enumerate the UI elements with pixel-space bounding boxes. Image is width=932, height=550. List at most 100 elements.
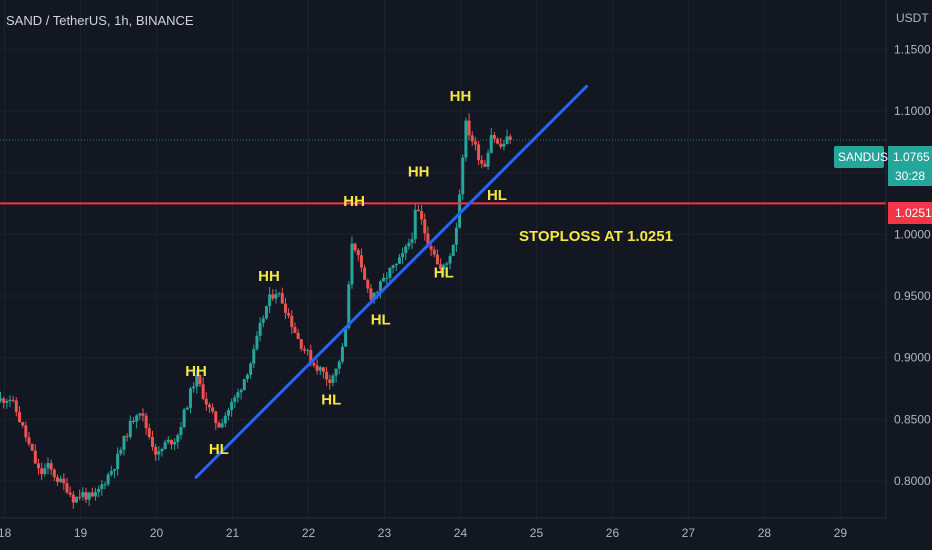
candle-body (195, 374, 199, 387)
candle-body (90, 492, 94, 497)
candle-body (249, 363, 253, 375)
candle-body (264, 306, 268, 319)
time-tick-label: 20 (150, 526, 164, 540)
candle-body (144, 415, 148, 429)
candle-body (43, 468, 47, 475)
candle-body (21, 422, 25, 426)
candle-body (391, 265, 395, 268)
candle-body (366, 279, 370, 289)
candle-body (46, 463, 50, 469)
candle-body (128, 420, 132, 437)
candle-body (353, 243, 357, 251)
current-price-badge: SANDUSDT 1.0765 30:28 (834, 146, 932, 186)
time-tick-label: 23 (378, 526, 392, 540)
candle-body (40, 468, 44, 475)
annotation-hl: HL (209, 441, 229, 458)
candle-body (30, 443, 34, 451)
candle-body (290, 315, 294, 328)
candle-body (49, 463, 53, 470)
candle-body (239, 389, 243, 393)
time-tick-label: 21 (226, 526, 240, 540)
candle-body (5, 400, 9, 403)
candle-body (423, 219, 427, 234)
candle-body (302, 348, 306, 351)
candle-body (483, 163, 487, 167)
candle-body (470, 135, 474, 142)
candle-body (315, 365, 319, 371)
candle-body (442, 264, 446, 270)
candle-body (230, 401, 234, 410)
candle-body (252, 349, 256, 364)
annotation-hl: HL (371, 311, 391, 328)
candle-body (350, 243, 354, 285)
candle-body (17, 412, 21, 423)
candle-body (59, 478, 63, 482)
price-axis-unit: USDT (896, 11, 929, 25)
candle-body (166, 439, 170, 443)
candle-body (24, 425, 28, 438)
candle-body (62, 478, 66, 484)
candle-body (93, 492, 97, 497)
candle-body (255, 335, 259, 350)
candle-body (394, 263, 398, 266)
candle-body (87, 492, 91, 500)
candle-body (112, 469, 116, 471)
candle-body (261, 318, 265, 323)
price-tick-label: 1.1000 (894, 104, 931, 118)
candle-body (163, 442, 167, 450)
candle-body (100, 484, 104, 489)
candle-body (217, 422, 221, 428)
price-tick-label: 1.1500 (894, 42, 931, 56)
candle-body (467, 120, 471, 136)
candle-body (106, 474, 110, 485)
candle-body (280, 293, 284, 304)
annotation-hh: HH (185, 363, 207, 380)
candle-body (103, 484, 107, 486)
candle-body (496, 138, 500, 144)
candle-body (404, 246, 408, 254)
candle-body (410, 239, 414, 243)
candle-body (451, 244, 455, 257)
candle-body (508, 136, 512, 140)
annotation-hl: HL (487, 187, 507, 204)
price-tick-label: 0.8500 (894, 412, 931, 426)
candle-body (173, 441, 177, 445)
price-tick-label: 1.0000 (894, 227, 931, 241)
candle-body (293, 327, 297, 333)
candle-body (138, 413, 142, 416)
candle-body (207, 404, 211, 408)
candle-body (116, 453, 120, 470)
time-tick-label: 29 (834, 526, 848, 540)
candle-body (429, 245, 433, 250)
candle-body (14, 400, 18, 413)
candle-body (287, 312, 291, 316)
time-tick-label: 22 (302, 526, 316, 540)
candle-body (435, 254, 439, 265)
candle-body (489, 135, 493, 153)
candle-body (454, 227, 458, 245)
time-tick-label: 24 (454, 526, 468, 540)
candle-body (486, 152, 490, 167)
time-axis[interactable]: 18 19 20 21 22 23 24 25 26 27 28 29 (0, 526, 847, 540)
candle-body (477, 144, 481, 161)
trendline[interactable] (194, 84, 589, 479)
candle-body (188, 388, 192, 408)
candle-body (71, 494, 75, 503)
candle-body (135, 415, 139, 422)
candle-body (369, 288, 373, 300)
candle-body (122, 435, 126, 450)
candle-body (480, 160, 484, 164)
candle-body (382, 277, 386, 282)
candle-body (0, 398, 2, 401)
candle-body (426, 233, 430, 246)
candle-body (150, 436, 154, 447)
candle-body (271, 294, 275, 299)
candle-body (359, 255, 363, 268)
candle-body (331, 375, 335, 383)
candle-body (458, 194, 462, 228)
candle-body (445, 263, 449, 265)
candle-body (160, 449, 164, 452)
candle-body (8, 399, 12, 401)
